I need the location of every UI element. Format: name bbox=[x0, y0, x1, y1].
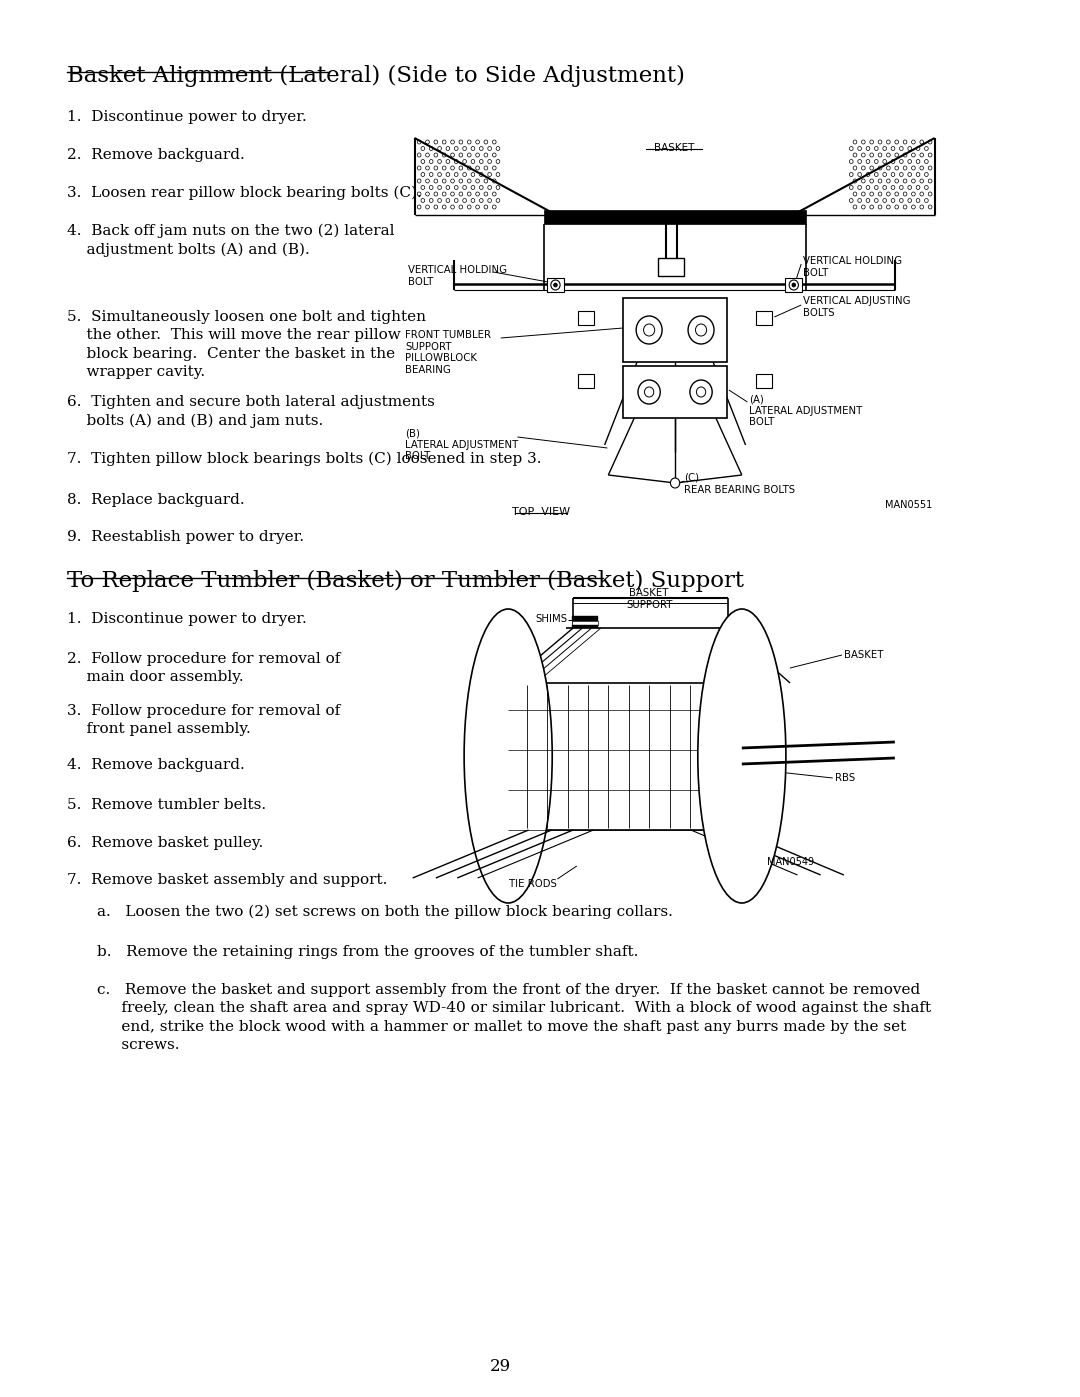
Circle shape bbox=[671, 478, 679, 488]
Text: (A)
LATERAL ADJUSTMENT
BOLT: (A) LATERAL ADJUSTMENT BOLT bbox=[750, 394, 863, 427]
Text: SHIMS: SHIMS bbox=[536, 615, 567, 624]
Text: MAN0551: MAN0551 bbox=[885, 500, 932, 510]
Text: 5.  Remove tumbler belts.: 5. Remove tumbler belts. bbox=[67, 798, 266, 812]
Text: 6.  Tighten and secure both lateral adjustments
    bolts (A) and (B) and jam nu: 6. Tighten and secure both lateral adjus… bbox=[67, 395, 434, 427]
Bar bbox=[756, 312, 772, 326]
Bar bbox=[756, 374, 772, 388]
Bar bbox=[572, 622, 598, 624]
Bar bbox=[544, 210, 806, 224]
Text: 2.  Remove backguard.: 2. Remove backguard. bbox=[67, 148, 244, 162]
Text: 7.  Remove basket assembly and support.: 7. Remove basket assembly and support. bbox=[67, 873, 387, 887]
Text: VERTICAL HOLDING
BOLT: VERTICAL HOLDING BOLT bbox=[804, 256, 902, 278]
Text: 1.  Discontinue power to dryer.: 1. Discontinue power to dryer. bbox=[67, 110, 307, 124]
Text: (B)
LATERAL ADJUSTMENT
BOLT: (B) LATERAL ADJUSTMENT BOLT bbox=[405, 427, 518, 461]
Text: BASKET: BASKET bbox=[654, 142, 694, 154]
Circle shape bbox=[792, 284, 796, 286]
Text: 8.  Replace backguard.: 8. Replace backguard. bbox=[67, 493, 244, 507]
Text: MAN0549: MAN0549 bbox=[767, 856, 814, 868]
Circle shape bbox=[645, 387, 653, 397]
Text: 1.  Discontinue power to dryer.: 1. Discontinue power to dryer. bbox=[67, 612, 307, 626]
Text: 6.  Remove basket pulley.: 6. Remove basket pulley. bbox=[67, 835, 264, 849]
Text: 29: 29 bbox=[490, 1358, 511, 1375]
Text: BASKET
SUPPORT: BASKET SUPPORT bbox=[626, 588, 673, 609]
Bar bbox=[548, 278, 564, 292]
Circle shape bbox=[688, 316, 714, 344]
Text: c.   Remove the basket and support assembly from the front of the dryer.  If the: c. Remove the basket and support assembl… bbox=[97, 983, 931, 1052]
Text: 4.  Back off jam nuts on the two (2) lateral
    adjustment bolts (A) and (B).: 4. Back off jam nuts on the two (2) late… bbox=[67, 224, 394, 257]
Text: 5.  Simultaneously loosen one bolt and tighten
    the other.  This will move th: 5. Simultaneously loosen one bolt and ti… bbox=[67, 310, 426, 379]
Text: 9.  Reestablish power to dryer.: 9. Reestablish power to dryer. bbox=[67, 529, 303, 543]
Circle shape bbox=[644, 324, 654, 337]
Text: TIE RODS: TIE RODS bbox=[509, 879, 556, 888]
Text: 7.  Tighten pillow block bearings bolts (C) loosened in step 3.: 7. Tighten pillow block bearings bolts (… bbox=[67, 453, 541, 467]
Bar bbox=[578, 312, 594, 326]
Text: RBS: RBS bbox=[835, 773, 855, 782]
Bar bbox=[623, 366, 727, 418]
Text: TOP  VIEW: TOP VIEW bbox=[512, 507, 569, 517]
Bar bbox=[578, 374, 594, 388]
Text: Basket Alignment (Lateral) (Side to Side Adjustment): Basket Alignment (Lateral) (Side to Side… bbox=[67, 66, 685, 87]
Text: 3.  Follow procedure for removal of
    front panel assembly.: 3. Follow procedure for removal of front… bbox=[67, 704, 340, 736]
Bar bbox=[572, 624, 598, 629]
Bar bbox=[623, 298, 727, 362]
Text: b.   Remove the retaining rings from the grooves of the tumbler shaft.: b. Remove the retaining rings from the g… bbox=[97, 944, 638, 958]
Text: FRONT TUMBLER
SUPPORT
PILLOWBLOCK
BEARING: FRONT TUMBLER SUPPORT PILLOWBLOCK BEARIN… bbox=[405, 330, 491, 374]
Text: a.   Loosen the two (2) set screws on both the pillow block bearing collars.: a. Loosen the two (2) set screws on both… bbox=[97, 905, 673, 919]
Text: BASKET: BASKET bbox=[843, 650, 883, 659]
Text: To Replace Tumbler (Basket) or Tumbler (Basket) Support: To Replace Tumbler (Basket) or Tumbler (… bbox=[67, 570, 744, 592]
Circle shape bbox=[690, 380, 712, 404]
Text: 3.  Loosen rear pillow block bearing bolts (C).: 3. Loosen rear pillow block bearing bolt… bbox=[67, 186, 421, 200]
Bar bbox=[659, 258, 685, 277]
Text: VERTICAL ADJUSTING
BOLTS: VERTICAL ADJUSTING BOLTS bbox=[804, 296, 910, 317]
Text: (C)
REAR BEARING BOLTS: (C) REAR BEARING BOLTS bbox=[685, 474, 796, 495]
Bar bbox=[785, 278, 802, 292]
Text: 4.  Remove backguard.: 4. Remove backguard. bbox=[67, 759, 244, 773]
Ellipse shape bbox=[698, 609, 786, 902]
Circle shape bbox=[636, 316, 662, 344]
Text: VERTICAL HOLDING
BOLT: VERTICAL HOLDING BOLT bbox=[408, 265, 507, 286]
Circle shape bbox=[696, 324, 706, 337]
Circle shape bbox=[638, 380, 660, 404]
Circle shape bbox=[697, 387, 705, 397]
Bar bbox=[572, 616, 598, 622]
Circle shape bbox=[554, 284, 557, 286]
Ellipse shape bbox=[464, 609, 552, 902]
Text: 2.  Follow procedure for removal of
    main door assembly.: 2. Follow procedure for removal of main … bbox=[67, 652, 340, 685]
